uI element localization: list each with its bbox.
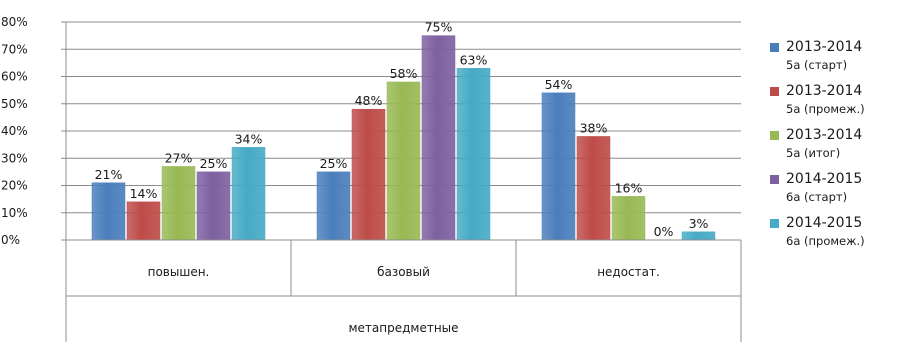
- bar: [196, 171, 231, 241]
- legend-swatch: [770, 219, 779, 228]
- legend-label: 2014-2015 6а (промеж.): [786, 214, 865, 249]
- legend-swatch: [770, 175, 779, 184]
- bar: [541, 92, 576, 241]
- data-label: 58%: [390, 66, 418, 81]
- data-label: 0%: [654, 224, 674, 239]
- y-tick-label: 30%: [1, 151, 28, 165]
- data-labels: 21% 25% 54% 14% 48% 38% 27% 58% 16% 25% 75% 0% 34% 63…: [95, 20, 709, 239]
- legend-label-line2: 5а (промеж.): [786, 102, 865, 116]
- legend-label-line2: 6а (старт): [786, 190, 848, 204]
- legend-item: 2013-2014 5а (старт): [770, 38, 895, 73]
- data-label: 21%: [95, 167, 123, 182]
- bar: [231, 147, 266, 241]
- bar: [316, 171, 351, 241]
- data-label: 38%: [580, 120, 608, 135]
- bar: [91, 182, 126, 241]
- legend-item: 2014-2015 6а (старт): [770, 170, 895, 205]
- legend-swatch: [770, 43, 779, 52]
- legend-label-line2: 6а (промеж.): [786, 234, 865, 248]
- legend-label-line1: 2014-2015: [786, 215, 863, 231]
- data-label: 3%: [689, 216, 709, 231]
- legend-label-line1: 2014-2015: [786, 171, 863, 187]
- legend-label-line1: 2013-2014: [786, 127, 863, 143]
- data-label: 75%: [425, 20, 453, 35]
- x-category-label: повышен.: [148, 265, 210, 279]
- bar: [351, 108, 386, 241]
- y-tick-label: 60%: [1, 70, 28, 84]
- legend-label: 2014-2015 6а (старт): [786, 170, 862, 205]
- legend-label: 2013-2014 5а (итог): [786, 126, 862, 161]
- bar: [576, 136, 611, 241]
- data-label: 25%: [200, 156, 228, 171]
- x-axis: повышен. базовый недостат. метапредметные: [66, 239, 742, 342]
- data-label: 14%: [130, 186, 158, 201]
- x-category-label: недостат.: [597, 265, 660, 279]
- y-tick-label: 40%: [1, 124, 28, 138]
- bar: [611, 196, 646, 241]
- data-label: 34%: [235, 131, 263, 146]
- data-label: 63%: [460, 52, 488, 67]
- legend-label-line1: 2013-2014: [786, 39, 863, 55]
- data-label: 27%: [165, 150, 193, 165]
- legend-label: 2013-2014 5а (старт): [786, 38, 862, 73]
- legend-label: 2013-2014 5а (промеж.): [786, 82, 865, 117]
- y-tick-label: 80%: [1, 15, 28, 29]
- y-axis: 0% 10% 20% 30% 40% 50% 60% 70% 80%: [1, 15, 67, 342]
- bar: [386, 81, 421, 241]
- y-tick-label: 10%: [1, 206, 28, 220]
- bar: [126, 201, 161, 241]
- legend: 2013-2014 5а (старт) 2013-2014 5а (промеж.)…: [770, 38, 895, 258]
- bar: [456, 68, 491, 241]
- data-label: 25%: [320, 156, 348, 171]
- legend-label-line2: 5а (итог): [786, 146, 841, 160]
- legend-item: 2013-2014 5а (итог): [770, 126, 895, 161]
- data-label: 54%: [545, 77, 573, 92]
- y-tick-label: 70%: [1, 42, 28, 56]
- bar: [421, 35, 456, 241]
- bar: [161, 166, 196, 241]
- legend-label-line1: 2013-2014: [786, 83, 863, 99]
- y-tick-label: 50%: [1, 97, 28, 111]
- data-label: 48%: [355, 93, 383, 108]
- legend-label-line2: 5а (старт): [786, 58, 848, 72]
- y-tick-label: 0%: [1, 233, 20, 247]
- data-label: 16%: [615, 180, 643, 195]
- legend-swatch: [770, 131, 779, 140]
- x-category-label: базовый: [377, 265, 430, 279]
- bar: [681, 231, 716, 241]
- legend-swatch: [770, 87, 779, 96]
- bars: [91, 35, 716, 241]
- legend-item: 2013-2014 5а (промеж.): [770, 82, 895, 117]
- y-tick-label: 20%: [1, 179, 28, 193]
- x-group-label: метапредметные: [348, 321, 458, 335]
- legend-item: 2014-2015 6а (промеж.): [770, 214, 895, 249]
